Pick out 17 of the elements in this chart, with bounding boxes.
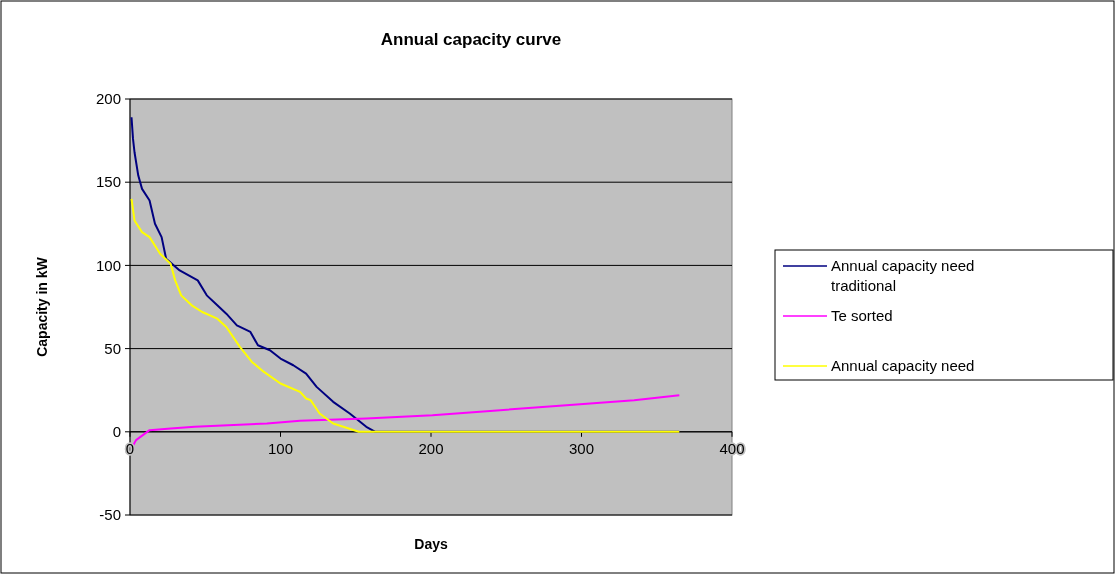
legend-label: Annual capacity need traditional	[831, 257, 975, 295]
x-tick-label: 200	[418, 439, 444, 457]
y-tick-label: 200	[95, 90, 121, 108]
y-axis-title: Capacity in kW	[34, 256, 50, 357]
legend-label: Te sorted	[831, 307, 893, 325]
y-tick-label: 50	[104, 339, 121, 357]
chart-title: Annual capacity curve	[380, 30, 562, 49]
y-tick-label: 150	[95, 173, 121, 191]
y-tick-label: -50	[99, 506, 121, 524]
line-series	[130, 197, 681, 433]
legend-label: Annual capacity need	[831, 357, 975, 375]
x-tick-label: 300	[568, 439, 595, 457]
x-tick-label: 400	[719, 439, 745, 457]
x-tick-label: 100	[267, 439, 294, 457]
y-tick-label: 0	[112, 423, 121, 441]
y-tick-label: 100	[95, 256, 121, 274]
x-axis-title: Days	[414, 536, 448, 552]
